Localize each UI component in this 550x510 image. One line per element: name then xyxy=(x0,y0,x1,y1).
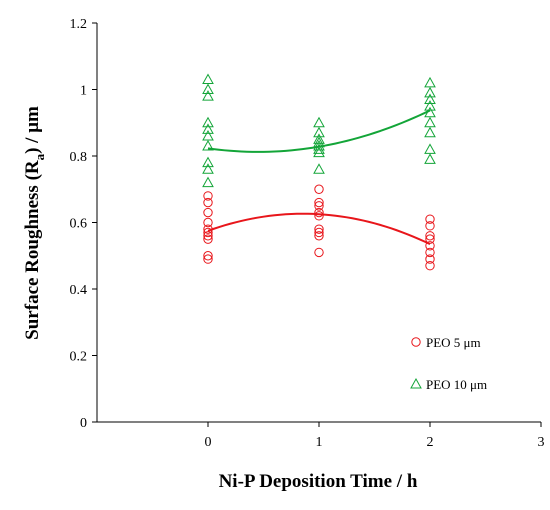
data-point-triangle xyxy=(313,126,325,138)
data-point-triangle xyxy=(313,116,325,128)
legend-label: PEO 5 μm xyxy=(426,335,481,350)
data-point-triangle xyxy=(424,93,436,104)
data-point-triangle xyxy=(424,86,436,98)
data-point-circle xyxy=(314,231,324,241)
x-tick-label: 0 xyxy=(205,435,212,450)
legend: PEO 5 μm PEO 10 μm xyxy=(410,335,487,392)
x-tick-label: 3 xyxy=(538,435,545,450)
y-tick-label: 0.6 xyxy=(70,217,88,232)
data-point-triangle xyxy=(202,163,214,174)
data-point-circle xyxy=(314,184,324,194)
y-axis-ticks: 0 0.2 0.4 0.6 0.8 1 1.2 xyxy=(70,17,97,431)
data-point-circle xyxy=(425,254,435,264)
data-point-circle xyxy=(314,247,324,258)
data-point-circle xyxy=(425,231,435,241)
data-point-circle xyxy=(203,251,213,261)
data-point-triangle xyxy=(313,143,325,154)
data-point-circle xyxy=(314,201,324,211)
data-point-triangle xyxy=(313,136,325,148)
data-point-circle xyxy=(314,224,324,234)
y-tick-label: 0 xyxy=(80,416,87,431)
data-point-triangle xyxy=(424,76,436,88)
data-point-triangle xyxy=(424,106,436,118)
data-point-triangle xyxy=(202,90,214,101)
data-point-triangle xyxy=(313,146,325,158)
data-point-triangle xyxy=(424,153,436,164)
data-point-triangle xyxy=(410,377,422,389)
y-axis-title: Surface Roughness (Ra) / μm xyxy=(22,106,47,340)
data-point-circle xyxy=(425,241,435,251)
data-point-triangle xyxy=(313,163,325,174)
y-axis-title-unit: ) / μm xyxy=(22,106,43,154)
data-point-triangle xyxy=(313,133,325,144)
plot-area xyxy=(96,23,541,423)
data-point-triangle xyxy=(202,139,214,151)
data-point-triangle xyxy=(202,176,214,188)
data-point-circle xyxy=(203,254,213,264)
x-tick-label: 2 xyxy=(427,435,434,450)
data-point-circle xyxy=(314,211,324,221)
data-point-circle xyxy=(203,217,213,228)
data-point-circle xyxy=(425,214,435,224)
data-point-circle xyxy=(203,231,213,241)
data-point-circle xyxy=(411,337,421,347)
data-point-circle xyxy=(203,191,213,201)
data-point-circle xyxy=(203,227,213,238)
data-point-triangle xyxy=(202,116,214,128)
data-point-triangle xyxy=(424,116,436,128)
y-tick-label: 0.8 xyxy=(70,150,88,165)
data-point-triangle xyxy=(424,126,436,138)
data-point-circle xyxy=(314,227,324,238)
legend-label: PEO 10 μm xyxy=(426,377,487,392)
data-point-triangle xyxy=(202,130,214,141)
data-point-circle xyxy=(425,221,435,231)
data-point-triangle xyxy=(424,100,436,111)
data-point-circle xyxy=(425,234,435,244)
x-axis-ticks: 0 1 2 3 xyxy=(205,422,545,450)
data-point-triangle xyxy=(202,123,214,134)
data-point-circle xyxy=(425,247,435,258)
data-point-circle xyxy=(203,234,213,244)
x-axis-title: Ni-P Deposition Time / h xyxy=(219,471,418,492)
data-point-circle xyxy=(203,207,213,218)
trend-line xyxy=(207,109,431,153)
x-tick-label: 1 xyxy=(316,435,323,450)
data-point-circle xyxy=(203,224,213,234)
y-tick-label: 0.4 xyxy=(70,283,88,298)
y-tick-label: 1.2 xyxy=(70,17,88,32)
y-tick-label: 0.2 xyxy=(70,350,88,365)
data-point-triangle xyxy=(202,73,214,85)
data-point-circle xyxy=(425,261,435,271)
y-tick-label: 1 xyxy=(80,84,87,99)
data-point-triangle xyxy=(424,143,436,154)
trend-lines xyxy=(207,109,431,246)
data-point-triangle xyxy=(202,83,214,94)
data-point-circle xyxy=(314,197,324,208)
trend-line xyxy=(207,212,431,246)
data-point-circle xyxy=(314,207,324,218)
data-point-triangle xyxy=(202,156,214,168)
y-axis-title-main: Surface Roughness (R xyxy=(22,160,43,340)
data-markers xyxy=(202,73,436,271)
data-point-triangle xyxy=(313,139,325,151)
data-point-circle xyxy=(203,197,213,208)
y-axis-title-subscript: a xyxy=(32,153,47,160)
